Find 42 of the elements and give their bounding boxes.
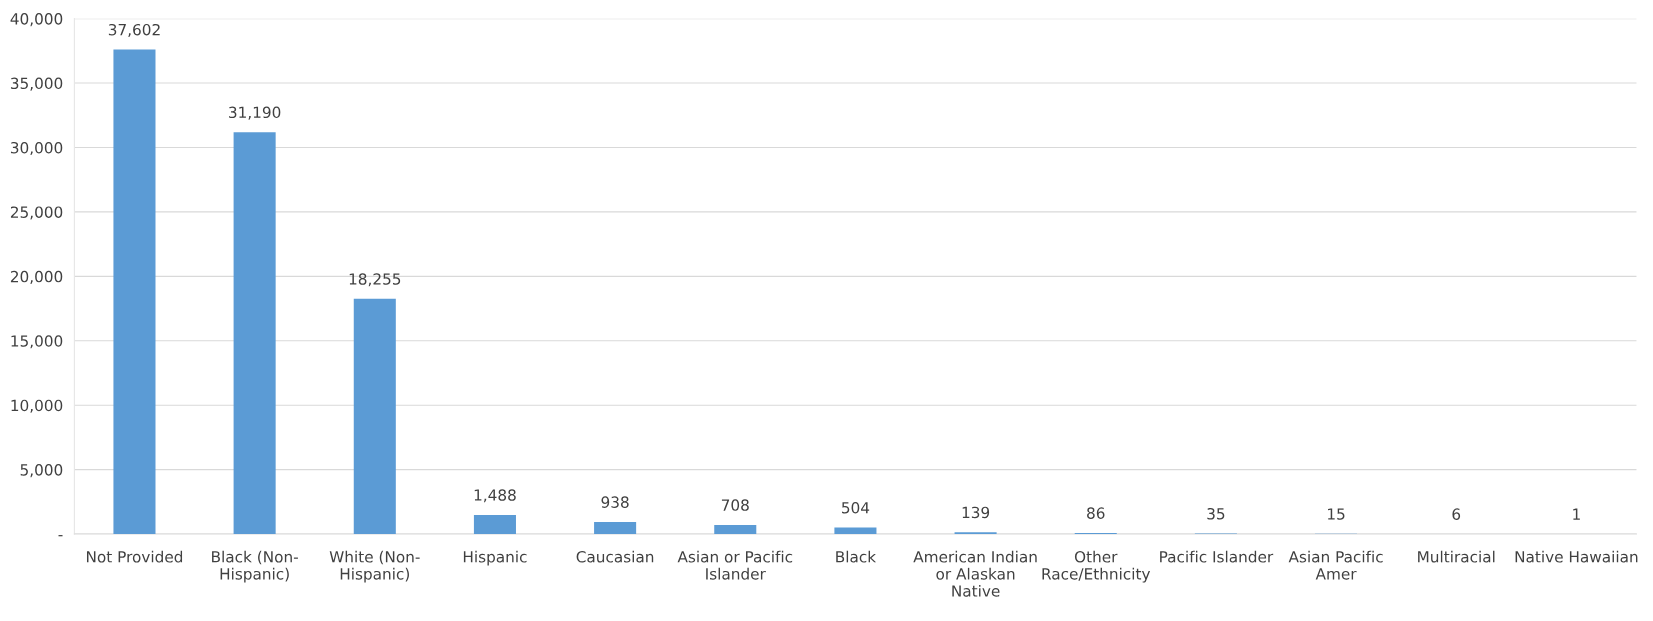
y-tick-label: 20,000 <box>10 270 63 284</box>
data-label: 15 <box>1328 508 1345 520</box>
bar <box>353 298 396 535</box>
y-tick-label: 10,000 <box>11 399 63 413</box>
data-label: 86 <box>1087 507 1105 519</box>
x-tick-label: Caucasian <box>576 550 654 563</box>
y-tick-label: 35,000 <box>10 77 63 91</box>
bar <box>113 49 156 535</box>
y-tick-label: - <box>58 535 63 537</box>
data-label: 6 <box>1452 508 1461 520</box>
data-label: 938 <box>601 496 629 508</box>
y-tick-label: 40,000 <box>10 13 63 27</box>
x-tick-label: Multiracial <box>1418 550 1495 563</box>
x-tick-label: Native Hawaiian <box>1515 550 1638 563</box>
data-label: 504 <box>842 501 870 514</box>
bar <box>473 514 516 535</box>
bar <box>714 524 757 535</box>
x-tick-label: Hispanic <box>463 550 527 566</box>
x-tick-label: Pacific Islander <box>1160 550 1274 563</box>
data-label: 18,255 <box>349 273 401 287</box>
bar <box>594 521 637 535</box>
x-tick-label: Asian Pacific Amer <box>1288 550 1383 580</box>
data-label: 139 <box>962 506 990 519</box>
data-label: 1 <box>1573 508 1580 520</box>
y-tick-label: 5,000 <box>20 464 63 478</box>
data-label: 37,602 <box>108 23 160 38</box>
x-tick-label: American Indian or Alaskan Native <box>913 550 1037 597</box>
x-tick-label: White (Non-Hispanic) <box>329 550 420 583</box>
x-tick-label: Black <box>836 550 877 563</box>
bar <box>834 527 877 535</box>
y-tick-label: 30,000 <box>10 141 63 156</box>
x-tick-label: Other Race/Ethnicity <box>1042 550 1151 583</box>
data-label: 708 <box>721 499 749 511</box>
y-tick-label: 15,000 <box>11 335 63 349</box>
data-label: 31,190 <box>229 106 281 120</box>
data-label: 35 <box>1207 507 1225 520</box>
y-tick-label: 25,000 <box>10 206 63 220</box>
bar <box>233 132 276 535</box>
data-label: 1,488 <box>474 489 516 503</box>
x-tick-label: Asian or Pacific Islander <box>677 550 793 580</box>
x-tick-label: Not Provided <box>87 550 183 563</box>
x-tick-label: Black (Non-Hispanic) <box>212 550 298 583</box>
